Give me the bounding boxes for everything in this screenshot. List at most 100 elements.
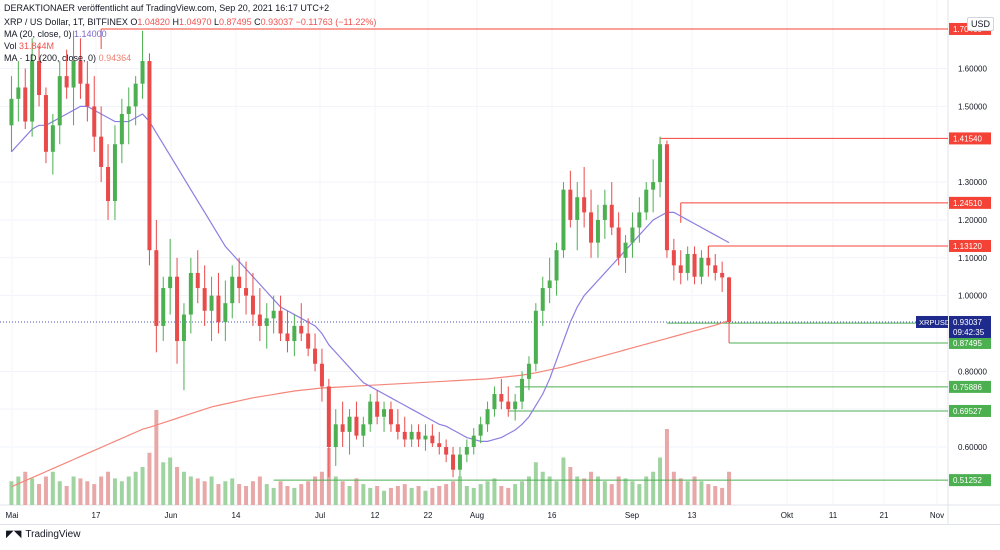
candle-body bbox=[285, 333, 290, 342]
volume-bar bbox=[161, 462, 166, 505]
candle-body bbox=[354, 416, 359, 436]
support-tag-label: 0.69527 bbox=[953, 407, 982, 416]
volume-bar bbox=[106, 471, 111, 505]
candle-body bbox=[278, 310, 283, 334]
price-tick-label: 1.30000 bbox=[958, 178, 987, 187]
ohlc-low: 0.87495 bbox=[219, 17, 252, 27]
candle-body bbox=[85, 83, 90, 107]
candle-body bbox=[271, 310, 276, 319]
time-tick-label: 12 bbox=[371, 511, 380, 520]
volume-bar bbox=[292, 487, 297, 505]
volume-bar bbox=[57, 481, 62, 505]
volume-bar bbox=[264, 484, 269, 505]
volume-bar bbox=[609, 484, 614, 505]
author-line: DERAKTIONAER veröffentlicht auf TradingV… bbox=[4, 3, 330, 13]
candle-body bbox=[244, 288, 249, 296]
volume-bar bbox=[685, 481, 690, 505]
volume-bar bbox=[526, 476, 531, 505]
volume-bar bbox=[175, 467, 180, 505]
candle-body bbox=[382, 409, 387, 417]
brand-logo[interactable]: ◤◥ TradingView bbox=[6, 529, 80, 540]
candle-body bbox=[250, 295, 255, 315]
volume-bar bbox=[85, 481, 90, 505]
resistance-tag-label: 1.13120 bbox=[953, 242, 982, 251]
candle-body bbox=[706, 257, 711, 266]
candle-body bbox=[23, 87, 28, 122]
candle-body bbox=[368, 401, 373, 425]
time-tick-label: 22 bbox=[424, 511, 433, 520]
price-tick-label: 1.00000 bbox=[958, 292, 987, 301]
candle-body bbox=[416, 431, 421, 440]
price-axis[interactable]: 1.60000 1.50000 1.30000 1.20000 1.10000 1.000… bbox=[958, 65, 987, 452]
ohlc-open: 1.04820 bbox=[137, 17, 170, 27]
volume-bar bbox=[568, 467, 573, 505]
volume-bar bbox=[16, 476, 21, 505]
volume-bar bbox=[457, 476, 462, 505]
volume-bar bbox=[388, 487, 393, 505]
candle-body bbox=[630, 227, 635, 243]
volume-bar bbox=[78, 478, 83, 505]
volume-bar bbox=[644, 476, 649, 505]
volume-bar bbox=[64, 486, 69, 505]
time-axis[interactable]: Mai 17 Jun 14 Jul 12 22 Aug 16 Sep 13 Okt 11 21 Nov bbox=[6, 511, 945, 520]
volume-legend[interactable]: Vol 31.844M bbox=[4, 41, 54, 51]
time-tick-label: 13 bbox=[688, 511, 697, 520]
candle-body bbox=[464, 447, 469, 455]
volume-bar bbox=[244, 486, 249, 505]
candle-body bbox=[119, 113, 124, 145]
candle-body bbox=[568, 189, 573, 220]
volume-bar bbox=[43, 476, 48, 505]
volume-bar bbox=[706, 484, 711, 505]
candle-body bbox=[30, 60, 35, 122]
candle-body bbox=[112, 144, 117, 202]
volume-bar bbox=[133, 471, 138, 505]
candle-body bbox=[140, 60, 145, 84]
candle-body bbox=[658, 144, 663, 183]
time-tick-label: Nov bbox=[930, 511, 944, 520]
candle-body bbox=[651, 182, 656, 190]
time-tick-label: Jul bbox=[315, 511, 325, 520]
candle-body bbox=[478, 424, 483, 436]
symbol-line: XRP / US Dollar, 1T, BITFINEX O1.04820 H… bbox=[4, 17, 376, 27]
volume-bar bbox=[658, 457, 663, 505]
candle-body bbox=[375, 401, 380, 417]
candle-body bbox=[589, 212, 594, 243]
volume-bar bbox=[471, 487, 476, 505]
ma200-label: MA · 1D (200, close, 0) bbox=[4, 53, 97, 63]
candle-body bbox=[175, 276, 180, 342]
candle-body bbox=[609, 204, 614, 228]
time-tick-label: Jun bbox=[165, 511, 178, 520]
candle-body bbox=[533, 310, 538, 364]
volume-bar bbox=[651, 471, 656, 505]
volume-bars bbox=[9, 410, 732, 505]
level-lines bbox=[0, 28, 948, 481]
candles bbox=[9, 30, 732, 478]
currency-button[interactable]: USD bbox=[966, 17, 994, 31]
ma200-legend[interactable]: MA · 1D (200, close, 0) 0.94364 bbox=[4, 53, 131, 63]
candle-body bbox=[50, 125, 55, 152]
volume-bar bbox=[354, 478, 359, 505]
candle-body bbox=[395, 424, 400, 432]
candle-body bbox=[223, 303, 228, 323]
volume-value: 31.844M bbox=[19, 41, 55, 51]
candle-body bbox=[637, 212, 642, 228]
volume-bar bbox=[30, 478, 35, 505]
volume-bar bbox=[402, 484, 407, 505]
volume-bar bbox=[623, 478, 628, 505]
candle-body bbox=[99, 136, 104, 167]
candle-body bbox=[699, 257, 704, 277]
support-tag-label: 0.87495 bbox=[953, 339, 982, 348]
volume-bar bbox=[319, 471, 324, 505]
symbol-name[interactable]: XRP / US Dollar, 1T, BITFINEX bbox=[4, 17, 128, 27]
volume-bar bbox=[720, 487, 725, 505]
candle-body bbox=[154, 250, 159, 326]
resistance-tag-label: 1.24510 bbox=[953, 199, 982, 208]
price-tick-label: 1.20000 bbox=[958, 216, 987, 225]
volume-bar bbox=[485, 481, 490, 505]
volume-bar bbox=[99, 476, 104, 505]
candle-body bbox=[575, 197, 580, 220]
volume-bar bbox=[333, 476, 338, 505]
ma20-legend[interactable]: MA (20, close, 0) 1.14000 bbox=[4, 29, 107, 39]
